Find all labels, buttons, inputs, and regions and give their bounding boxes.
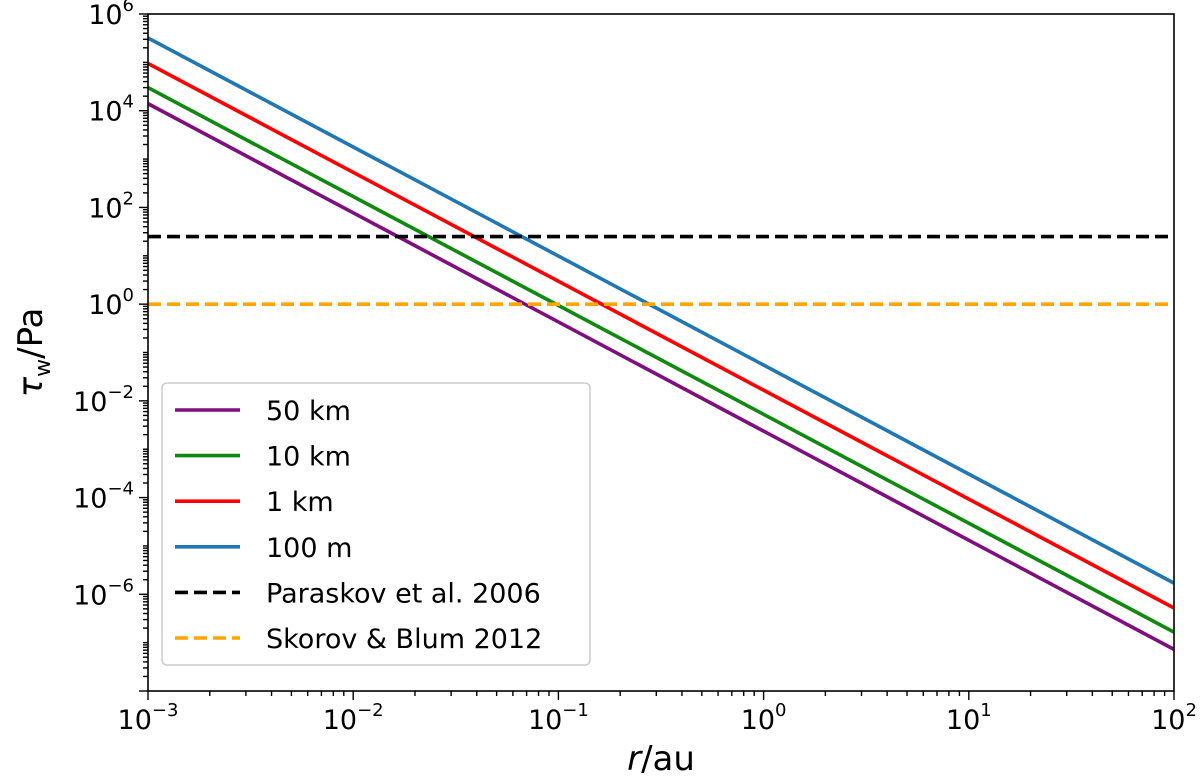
legend: 50 km 10 km 1 km 100 m Paraskov et al. 2006 S… — [161, 382, 591, 666]
y-tick-label: 10−2 — [73, 382, 134, 418]
legend-label: Paraskov et al. 2006 — [266, 578, 541, 609]
x-axis-unit: /au — [641, 739, 695, 779]
legend-label: Skorov & Blum 2012 — [266, 624, 542, 655]
x-tick-label: 10−2 — [323, 700, 384, 736]
legend-label: 1 km — [266, 487, 334, 518]
y-tick-label: 10−4 — [73, 479, 134, 515]
legend-label: 10 km — [266, 442, 351, 473]
x-axis-label: r/au — [627, 739, 695, 779]
series-line-4 — [148, 36, 1174, 585]
y-axis-unit: /Pa — [11, 308, 51, 359]
series-line-2 — [148, 86, 1174, 634]
x-tick-label: 102 — [1151, 700, 1197, 736]
y-tick-label: 100 — [88, 285, 134, 321]
series-line-1 — [148, 102, 1174, 651]
series-layer — [148, 36, 1174, 651]
y-axis-subscript: w — [31, 359, 56, 377]
legend-box — [161, 382, 591, 666]
ticks-layer: 10−3 10−2 10−1 100 101 102 10−6 10−4 10−2 100 102 1… — [73, 0, 1197, 736]
x-tick-label: 101 — [946, 700, 992, 736]
y-axis-variable: τ — [11, 376, 51, 397]
y-tick-label: 10−6 — [73, 575, 134, 611]
y-tick-label: 106 — [88, 0, 134, 31]
x-tick-label: 10−3 — [118, 700, 179, 736]
legend-label: 50 km — [266, 396, 351, 427]
x-tick-label: 100 — [741, 700, 787, 736]
y-tick-label: 102 — [88, 188, 134, 224]
y-axis-label: τw/Pa — [11, 308, 56, 398]
series-line-3 — [148, 61, 1174, 610]
y-tick-label: 104 — [88, 92, 134, 128]
x-axis-variable: r — [627, 739, 643, 779]
x-tick-label: 10−1 — [528, 700, 589, 736]
legend-label: 100 m — [266, 533, 352, 564]
